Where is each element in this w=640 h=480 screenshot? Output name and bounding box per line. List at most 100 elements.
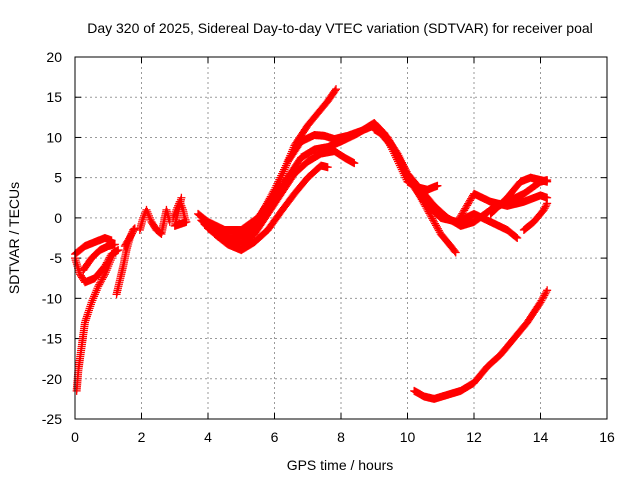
data-point [128, 229, 136, 238]
data-point [144, 211, 153, 220]
data-point [398, 163, 407, 172]
data-point [100, 270, 109, 279]
data-point [279, 167, 288, 176]
data-point [87, 298, 96, 307]
data-point [401, 169, 410, 178]
y-tick-label: 0 [54, 210, 62, 226]
tick-layer: 0 2 4 6 8 10 12 14 16 -25 -20 -15 -10 -5 0 5 10 15 20 [42, 49, 615, 445]
data-point [93, 284, 102, 293]
data-point [90, 292, 99, 301]
data-point [97, 277, 106, 286]
data-point [392, 149, 401, 158]
y-tick-label: -20 [42, 371, 62, 387]
data-point [539, 293, 548, 302]
data-point [109, 250, 118, 259]
y-tick-label: 10 [46, 129, 62, 145]
y-tick-label: -25 [42, 411, 62, 427]
data-point [277, 171, 286, 180]
data-point [390, 145, 399, 154]
data-point [402, 171, 411, 180]
y-tick-label: -15 [42, 331, 62, 347]
data-point [114, 246, 123, 255]
data-point [433, 224, 442, 233]
data-point [84, 306, 93, 315]
series-short-2h [135, 205, 174, 238]
data-point [399, 165, 408, 174]
data-point [95, 280, 104, 289]
data-point [80, 318, 89, 327]
data-point [177, 193, 186, 202]
data-point [450, 247, 459, 256]
data-point [107, 254, 116, 263]
x-tick-label: 12 [466, 429, 482, 445]
data-point [108, 252, 117, 261]
data-point [394, 153, 402, 162]
data-point [143, 207, 152, 216]
y-tick-label: -5 [50, 250, 63, 266]
y-axis-label: SDTVAR / TECUs [6, 182, 22, 294]
data-point [121, 240, 130, 249]
data-point [94, 282, 103, 291]
data-point [280, 163, 289, 172]
data-point [120, 242, 129, 251]
data-point [105, 260, 114, 269]
data-point [86, 302, 95, 311]
data-point [85, 304, 94, 313]
data-point [145, 213, 154, 222]
data-point [282, 159, 291, 168]
data-layer [71, 85, 552, 403]
series-late-b [486, 173, 552, 218]
data-point [350, 159, 359, 168]
data-point [128, 227, 137, 236]
series-main-5 [210, 161, 332, 255]
data-point [89, 294, 98, 303]
data-point [126, 232, 135, 241]
data-point [543, 199, 552, 208]
y-tick-label: 5 [54, 170, 62, 186]
data-point [110, 240, 119, 249]
plot-frame [74, 56, 608, 420]
data-point [400, 167, 409, 176]
data-point [88, 296, 97, 305]
data-point [432, 223, 441, 232]
data-point [86, 300, 95, 309]
data-point [538, 294, 547, 303]
series-arc-early-cross [79, 240, 119, 275]
series-descent-b [376, 129, 522, 242]
data-point [92, 286, 101, 295]
data-point [99, 273, 108, 282]
data-point [142, 205, 151, 214]
data-point [393, 151, 402, 160]
x-tick-label: 8 [337, 429, 345, 445]
data-point [429, 216, 438, 225]
data-point [281, 161, 290, 170]
data-point [280, 165, 288, 174]
data-point [542, 201, 551, 210]
series-arc-early-drop [72, 250, 118, 395]
data-point [331, 86, 340, 95]
y-tick-label: 20 [46, 49, 62, 65]
x-tick-label: 14 [533, 429, 549, 445]
data-point [426, 211, 435, 220]
data-point [82, 312, 91, 321]
data-point [541, 289, 550, 298]
data-point [106, 256, 115, 265]
data-point [84, 308, 93, 317]
data-point [276, 173, 285, 182]
data-point [98, 275, 107, 284]
data-point [146, 215, 155, 224]
grid-layer [75, 57, 607, 419]
data-point [103, 264, 112, 273]
data-point [96, 278, 105, 287]
data-point [430, 217, 439, 226]
data-point [104, 262, 113, 271]
data-point [511, 232, 520, 241]
data-point [433, 181, 442, 190]
data-point [83, 310, 92, 319]
data-point [391, 147, 400, 156]
data-point [513, 234, 522, 242]
data-point [432, 221, 440, 230]
data-point [397, 161, 406, 170]
data-point [451, 248, 460, 257]
